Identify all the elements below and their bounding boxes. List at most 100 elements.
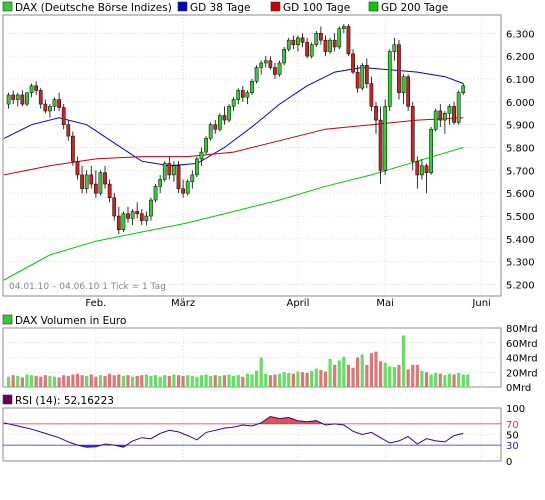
price-xtick-label: Mai <box>376 298 394 309</box>
volume-bar <box>163 375 167 387</box>
candle-body <box>222 115 227 121</box>
volume-bar <box>300 372 305 387</box>
candle <box>204 136 208 155</box>
volume-bar <box>447 373 452 387</box>
candle <box>328 37 332 54</box>
candle <box>452 101 456 125</box>
volume-bar <box>406 369 410 387</box>
candle <box>263 56 268 68</box>
volume-bar <box>401 335 406 387</box>
candle-body <box>98 172 103 194</box>
volume-bar <box>57 377 61 387</box>
candle-body <box>461 85 466 93</box>
candle <box>387 49 392 111</box>
legend-label-volume: DAX Volumen in Euro <box>15 315 126 327</box>
candle-body <box>286 39 291 50</box>
candle-body <box>116 215 121 230</box>
candle <box>277 60 282 77</box>
candle <box>153 184 158 203</box>
volume-bar <box>52 376 57 387</box>
candle-body <box>25 92 29 105</box>
candle <box>217 113 222 132</box>
candle-body <box>355 71 360 89</box>
candle-body <box>337 28 342 48</box>
price-ytick-label: 5.700 <box>506 166 535 177</box>
candle-body <box>149 199 153 217</box>
candle <box>351 49 355 75</box>
candle-body <box>447 106 452 114</box>
candle <box>397 40 401 100</box>
candle <box>213 120 218 134</box>
candle <box>360 62 365 91</box>
candle <box>144 211 149 226</box>
candle <box>43 99 48 114</box>
candle <box>66 120 71 141</box>
candle-body <box>208 124 213 139</box>
volume-ytick-label: 20Mrd <box>506 368 538 379</box>
candle <box>429 126 433 175</box>
volume-bar <box>319 370 323 387</box>
candle-body <box>314 33 319 45</box>
volume-bar <box>461 374 465 387</box>
candle-body <box>144 215 149 221</box>
candle <box>332 33 337 52</box>
candle-body <box>273 67 277 75</box>
volume-bar <box>356 357 360 387</box>
candle-body <box>351 53 355 73</box>
volume-bar <box>34 375 38 387</box>
candle-body <box>204 138 208 153</box>
volume-bar <box>16 375 20 387</box>
candle <box>112 193 117 221</box>
candle-body <box>309 44 314 57</box>
price-ytick-label: 6.000 <box>506 98 535 109</box>
rsi-ytick-label: 70 <box>506 420 519 431</box>
candle-body <box>452 106 456 123</box>
candle <box>181 179 185 198</box>
volume-bar <box>254 370 259 387</box>
candle-body <box>236 90 241 100</box>
candle-body <box>374 106 378 121</box>
candle <box>130 209 135 226</box>
candle-body <box>185 181 190 194</box>
volume-bar <box>144 374 148 387</box>
volume-bar <box>268 375 272 387</box>
candle <box>38 88 43 109</box>
price-ytick-label: 6.300 <box>506 29 535 40</box>
volume-bar <box>383 362 387 387</box>
volume-bar <box>424 372 429 387</box>
rsi-ytick-label: 30 <box>506 441 519 452</box>
volume-bar <box>351 367 355 387</box>
candle <box>300 33 305 47</box>
candle <box>259 60 264 75</box>
legend-swatch-gd38 <box>177 1 188 12</box>
volume-bar <box>112 375 116 387</box>
candle-body <box>43 103 48 112</box>
candle-body <box>57 99 61 108</box>
candle <box>364 58 369 89</box>
volume-bar <box>89 374 93 387</box>
rsi-ytick-label: 100 <box>506 404 525 415</box>
legend-main: DAX (Deutsche Börse Indizes) GD 38 Tage … <box>2 1 448 14</box>
candle-body <box>75 160 80 176</box>
candle <box>236 88 241 105</box>
volume-bar <box>126 375 130 387</box>
volume-bar <box>333 364 337 387</box>
volume-bar <box>434 372 438 387</box>
candle-body <box>296 37 300 45</box>
candle-body <box>121 213 126 230</box>
legend-label-gd38: GD 38 Tage <box>190 2 251 14</box>
rsi-ytick-label: 50 <box>506 431 519 442</box>
candle <box>346 24 351 57</box>
price-ytick-label: 6.200 <box>506 52 535 63</box>
candle <box>167 156 172 180</box>
candle <box>323 35 328 57</box>
volume-bar <box>153 375 158 387</box>
candle <box>103 165 107 189</box>
volume-bar <box>291 373 295 387</box>
candle-body <box>378 119 383 171</box>
volume-bar <box>360 354 364 387</box>
candle <box>34 81 39 95</box>
candle <box>424 163 429 194</box>
